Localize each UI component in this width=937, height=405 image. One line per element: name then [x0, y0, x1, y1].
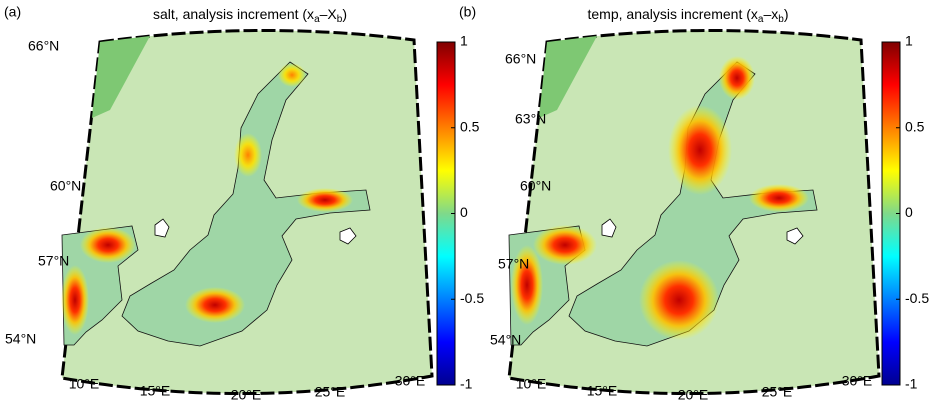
colorbar-tick-label: -1	[905, 376, 918, 392]
title-part: –x	[763, 6, 778, 22]
title-part: b	[337, 14, 343, 25]
lat-label: 54°N	[5, 331, 36, 347]
colorbar-tick-label: -1	[460, 376, 473, 392]
lat-label: 60°N	[50, 178, 81, 194]
title-part: )	[784, 6, 789, 22]
lon-label: 15°E	[140, 383, 171, 399]
colorbar-tick-label: 0	[460, 204, 468, 220]
lon-label: 15°E	[587, 383, 618, 399]
map-panel	[60, 29, 434, 395]
lon-label: 25°E	[315, 384, 346, 400]
increment-blob	[719, 56, 755, 100]
map-panel	[507, 29, 881, 395]
panel-label: (a)	[4, 4, 21, 20]
colorbar-tick-label: -0.5	[460, 290, 484, 306]
lon-label: 30°E	[842, 373, 873, 389]
lat-label: 54°N	[490, 332, 521, 348]
lon-label: 20°E	[231, 387, 262, 403]
lakes	[601, 218, 804, 245]
norway-land	[539, 36, 597, 118]
lat-label: 66°N	[28, 38, 59, 54]
title-part: b	[778, 14, 784, 25]
colorbar-tick-label: 1	[905, 33, 913, 49]
colorbar-tick-label: 1	[460, 33, 468, 49]
lat-label: 66°N	[505, 51, 536, 67]
increment-blob	[234, 133, 262, 177]
increment-blob	[185, 287, 245, 323]
increment-blob	[639, 260, 719, 340]
increment-blob	[511, 245, 543, 325]
norway-land	[92, 36, 150, 118]
increment-blob	[749, 184, 809, 212]
increment-blob	[80, 227, 136, 263]
colorbar-tick-label: -0.5	[905, 290, 929, 306]
lat-label: 63°N	[515, 111, 546, 127]
colorbar-tick-label: 0.5	[905, 118, 925, 134]
increment-blob	[61, 265, 89, 335]
increment-blob	[668, 105, 732, 195]
lat-label: 57°N	[498, 256, 529, 272]
lon-label: 20°E	[678, 387, 709, 403]
title-part: a	[314, 14, 320, 25]
lat-label: 57°N	[38, 253, 69, 269]
lon-label: 10°E	[69, 376, 100, 392]
colorbar-tick-label: 0	[905, 204, 913, 220]
title-part: )	[342, 6, 347, 22]
panel-label: (b)	[459, 4, 476, 20]
lon-label: 10°E	[516, 376, 547, 392]
colorbar-tick-label: 0.5	[460, 118, 480, 134]
lakes	[154, 218, 357, 245]
panel-title: temp, analysis increment (xa–xb)	[588, 6, 789, 25]
increment-blob	[533, 225, 597, 265]
title-part: temp, analysis increment (x	[588, 6, 758, 22]
panel-title: salt, analysis increment (xa–Xb)	[153, 6, 347, 25]
lon-label: 30°E	[395, 373, 426, 389]
title-part: –X	[320, 6, 338, 22]
lon-label: 25°E	[762, 384, 793, 400]
lat-label: 60°N	[520, 178, 551, 194]
title-part: salt, analysis increment (x	[153, 6, 314, 22]
increment-blob	[278, 63, 306, 87]
increment-blob	[297, 188, 353, 212]
title-part: a	[758, 14, 764, 25]
